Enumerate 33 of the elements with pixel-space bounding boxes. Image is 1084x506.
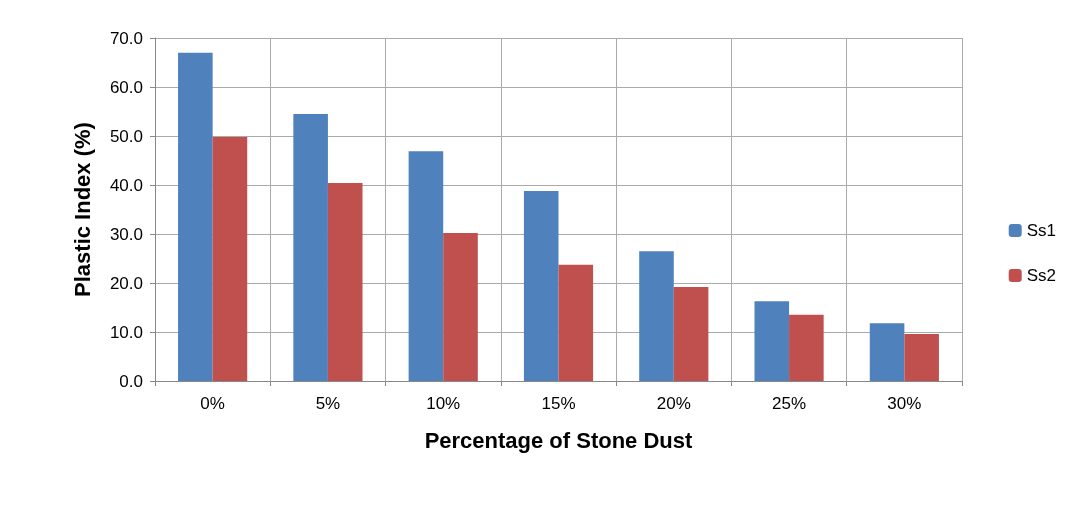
bar: [673, 286, 709, 381]
y-tick-label: 70.0: [109, 28, 143, 48]
x-axis-title: Percentage of Stone Dust: [424, 427, 694, 453]
x-tick-label: 0%: [200, 394, 225, 413]
bar: [904, 333, 939, 381]
bar: [869, 323, 905, 381]
y-tick-label: 50.0: [109, 126, 143, 146]
bar: [443, 233, 478, 381]
bar: [558, 264, 594, 381]
bar: [212, 136, 248, 381]
legend-label: Ss2: [1026, 266, 1056, 285]
bar: [178, 52, 213, 381]
bar: [639, 251, 674, 381]
legend-label: Ss1: [1026, 221, 1056, 240]
bar: [327, 183, 363, 381]
y-tick-label: 10.0: [109, 322, 143, 342]
y-axis-title: Plastic Index (%): [69, 122, 95, 297]
bar: [293, 113, 328, 381]
y-tick-label: 20.0: [109, 273, 143, 293]
y-tick-label: 30.0: [109, 224, 143, 244]
x-tick-label: 10%: [426, 394, 461, 413]
x-tick-label: 25%: [772, 394, 807, 413]
x-tick-label: 20%: [656, 394, 691, 413]
bar: [408, 151, 444, 381]
y-tick-label: 0.0: [119, 371, 143, 391]
y-tick-label: 60.0: [109, 77, 143, 97]
x-tick-label: 30%: [887, 394, 922, 413]
bar: [523, 190, 559, 381]
y-tick-label: 40.0: [109, 175, 143, 195]
x-tick-label: 15%: [541, 394, 576, 413]
bar: [789, 314, 824, 381]
x-tick-label: 5%: [315, 394, 341, 413]
bar: [754, 301, 790, 381]
